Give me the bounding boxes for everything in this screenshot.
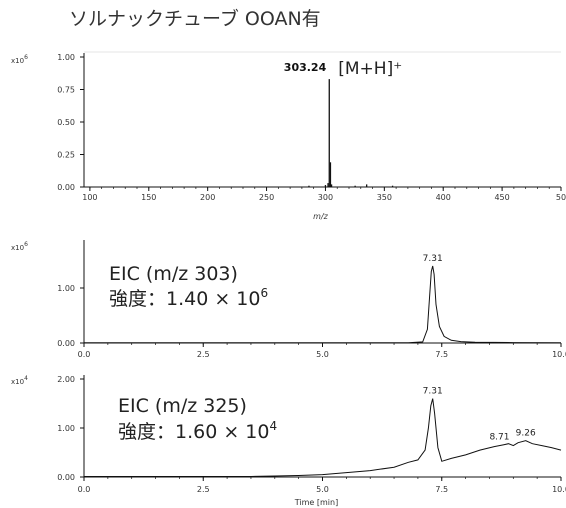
intensity-exponent: 4	[269, 419, 277, 433]
mass-spectrum-panel: x106 0.00 0.25 0.50 0.75 1.00 100 150 200 250 300 3…	[11, 51, 566, 221]
exponent-label: x104	[11, 375, 28, 386]
eic-label: EIC (m/z 303)	[109, 263, 238, 285]
peak-rt-label: 8.71	[489, 433, 509, 443]
x-tick-label: 0.0	[78, 350, 91, 359]
y-tick-label: 0.00	[57, 473, 75, 482]
intensity-label: 強度：1.40 × 106	[109, 286, 268, 310]
exponent-superscript: 6	[24, 241, 28, 248]
exponent-superscript: 6	[24, 54, 28, 61]
x-tick-label: 10.0	[552, 485, 566, 494]
intensity-label: 強度：1.60 × 104	[118, 419, 277, 443]
x-tick-label: 5.0	[316, 350, 329, 359]
x-tick-label: 300	[318, 193, 333, 202]
peak-label: 303.24	[284, 61, 327, 74]
exponent-label: x106	[11, 54, 28, 65]
y-tick-label: 0.75	[57, 86, 75, 95]
x-tick-label: 0.0	[78, 485, 91, 494]
y-tick-label: 0.50	[57, 118, 75, 127]
chromatogram-trace	[84, 265, 562, 344]
eic-303-panel: x106 0.00 1.00 0.0 2.5 5.0 7.5 10.0 7.31 EIC (m/z…	[11, 240, 566, 359]
y-tick-label: 2.00	[57, 375, 75, 384]
x-tick-label: 400	[436, 193, 451, 202]
chromatogram-trace	[84, 398, 562, 477]
exponent-superscript: 4	[24, 375, 28, 382]
x-tick-label: 7.5	[435, 350, 448, 359]
y-tick-label: 1.00	[57, 424, 75, 433]
page-title: ソルナックチューブ OOAN有	[69, 8, 321, 30]
peak-rt-label: 9.26	[516, 429, 536, 439]
eic-label: EIC (m/z 325)	[118, 395, 247, 417]
y-tick-label: 0.00	[57, 339, 75, 348]
x-tick-label: 150	[141, 193, 156, 202]
x-tick-label: 50	[556, 193, 566, 202]
x-tick-label: 7.5	[435, 485, 448, 494]
x-tick-label: 2.5	[197, 350, 210, 359]
x-tick-label: 2.5	[197, 485, 210, 494]
x-tick-label: 350	[377, 193, 392, 202]
x-axis-label: Time [min]	[294, 498, 338, 507]
peak-rt-label: 7.31	[423, 387, 443, 397]
ion-annotation: [M+H]⁺	[338, 59, 402, 79]
x-tick-label: 100	[82, 193, 97, 202]
intensity-exponent: 6	[260, 286, 268, 300]
y-tick-label: 0.00	[57, 183, 75, 192]
x-tick-label: 200	[200, 193, 215, 202]
peak-rt-label: 7.31	[423, 254, 443, 264]
y-tick-label: 1.00	[57, 53, 75, 62]
x-tick-label: 10.0	[552, 350, 566, 359]
y-tick-label: 1.00	[57, 284, 75, 293]
x-tick-label: 450	[494, 193, 509, 202]
x-tick-label: 250	[259, 193, 274, 202]
y-tick-label: 0.25	[57, 151, 75, 160]
x-tick-label: 5.0	[316, 485, 329, 494]
exponent-label: x106	[11, 241, 28, 252]
x-axis-label: m/z	[313, 212, 328, 221]
eic-325-panel: x104 0.00 1.00 2.00 0.0 2.5 5.0 7.5 10.0 Time [mi…	[11, 375, 566, 507]
